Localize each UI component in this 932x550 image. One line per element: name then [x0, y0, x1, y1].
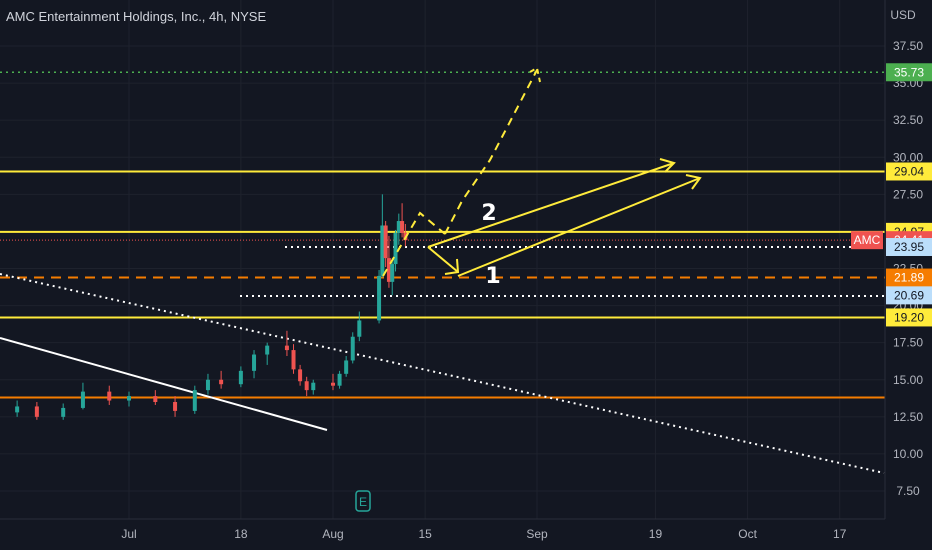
candles [15, 194, 408, 420]
arrow-up-head-2 [685, 174, 702, 190]
candle-body [377, 275, 382, 321]
price-tick-label: 37.50 [893, 39, 923, 53]
candle-body [127, 396, 131, 401]
symbol-tag [851, 231, 883, 250]
dashed-projection-left[interactable] [382, 211, 446, 277]
price-tag [886, 237, 932, 256]
candle-body [284, 345, 289, 351]
price-tag [886, 286, 932, 305]
candle-body [265, 345, 270, 355]
candle-body [357, 320, 362, 337]
price-tick-label: 27.50 [893, 187, 923, 201]
candle-body [252, 354, 257, 371]
time-axis-labels: 3Jul18Aug15Sep19Oct17 [121, 527, 847, 541]
price-tag-label: 29.04 [894, 164, 924, 178]
symbol-tag-label: AMC [854, 233, 881, 247]
annotation-2: 2 [481, 201, 496, 226]
dashed-arrowhead [529, 66, 541, 83]
price-tick-label: 12.50 [893, 410, 923, 424]
candle-body [311, 382, 316, 391]
price-tag-label: 21.89 [894, 271, 924, 285]
candle-body [396, 221, 401, 233]
arrow-up-head-1 [659, 158, 676, 173]
dashed-projection-right[interactable] [444, 69, 538, 235]
candle-body [344, 360, 349, 374]
candle-body [380, 225, 385, 276]
earnings-icon[interactable] [355, 490, 371, 512]
time-tick-label: 18 [234, 527, 248, 541]
price-axis[interactable] [885, 0, 932, 519]
time-tick-label: 19 [649, 527, 663, 541]
time-tick-label: 15 [418, 527, 432, 541]
currency-label: USD [890, 8, 916, 22]
price-tick-label: 30.00 [893, 150, 923, 164]
projection-arrows[interactable]: 2 1 [382, 66, 702, 289]
price-tag [886, 63, 932, 82]
annotation-1: 1 [485, 264, 500, 289]
time-tick-label: Aug [322, 527, 343, 541]
white-trendline[interactable] [0, 337, 328, 431]
time-tick-label: Oct [738, 527, 757, 541]
candle-body [350, 336, 355, 361]
candle-body [291, 350, 296, 370]
price-tags: 35.7329.0424.9724.41AMC23.9521.8920.6919… [851, 63, 932, 327]
candle-body [80, 391, 85, 408]
candle-body [390, 264, 395, 282]
price-tick-label: 10.00 [893, 447, 923, 461]
candle-body [61, 407, 66, 417]
candle-body [331, 382, 335, 386]
price-tick-label: 17.50 [893, 336, 923, 350]
horizontal-levels[interactable] [0, 71, 885, 399]
candle-body [107, 391, 112, 401]
price-tag-label: 35.73 [894, 65, 924, 79]
candle-body [304, 381, 309, 391]
white-dotted-trendline[interactable] [0, 273, 885, 474]
candle-body [34, 406, 39, 417]
price-tick-label: 32.50 [893, 113, 923, 127]
trendlines[interactable] [0, 246, 885, 474]
candle-body [386, 258, 391, 282]
time-tick-label: Sep [526, 527, 548, 541]
chart-title: AMC Entertainment Holdings, Inc., 4h, NY… [6, 9, 267, 24]
price-tag-label: 23.95 [894, 240, 924, 254]
candle-body [400, 221, 405, 233]
time-axis[interactable] [0, 519, 932, 550]
arrow-up-line-2[interactable] [457, 177, 701, 277]
candle-body [337, 373, 342, 386]
arrow-down-head [444, 258, 460, 275]
candle-body [192, 390, 197, 411]
price-tag-label: 20.69 [894, 288, 924, 302]
time-tick-label: 17 [833, 527, 847, 541]
candle-body [393, 232, 398, 265]
arrow-up-line-1[interactable] [427, 162, 675, 248]
candle-body [153, 396, 158, 402]
time-tick-label: Jul [121, 527, 136, 541]
price-tag [886, 308, 932, 327]
grid [0, 0, 885, 519]
price-tag-label: 19.20 [894, 310, 924, 324]
price-tick-label: 15.00 [893, 373, 923, 387]
earnings-marker[interactable]: E [355, 490, 371, 512]
candle-body [383, 225, 388, 259]
candle-body [238, 370, 243, 385]
arrow-down-line[interactable] [427, 246, 459, 273]
earnings-label: E [359, 495, 367, 509]
price-tag [886, 268, 932, 287]
candle-body [298, 369, 303, 382]
price-tick-label: 7.50 [896, 484, 920, 498]
candle-body [205, 379, 210, 391]
candle-body [219, 379, 224, 385]
candle-body [173, 402, 178, 411]
price-tag [886, 162, 932, 181]
candle-body [15, 406, 20, 413]
